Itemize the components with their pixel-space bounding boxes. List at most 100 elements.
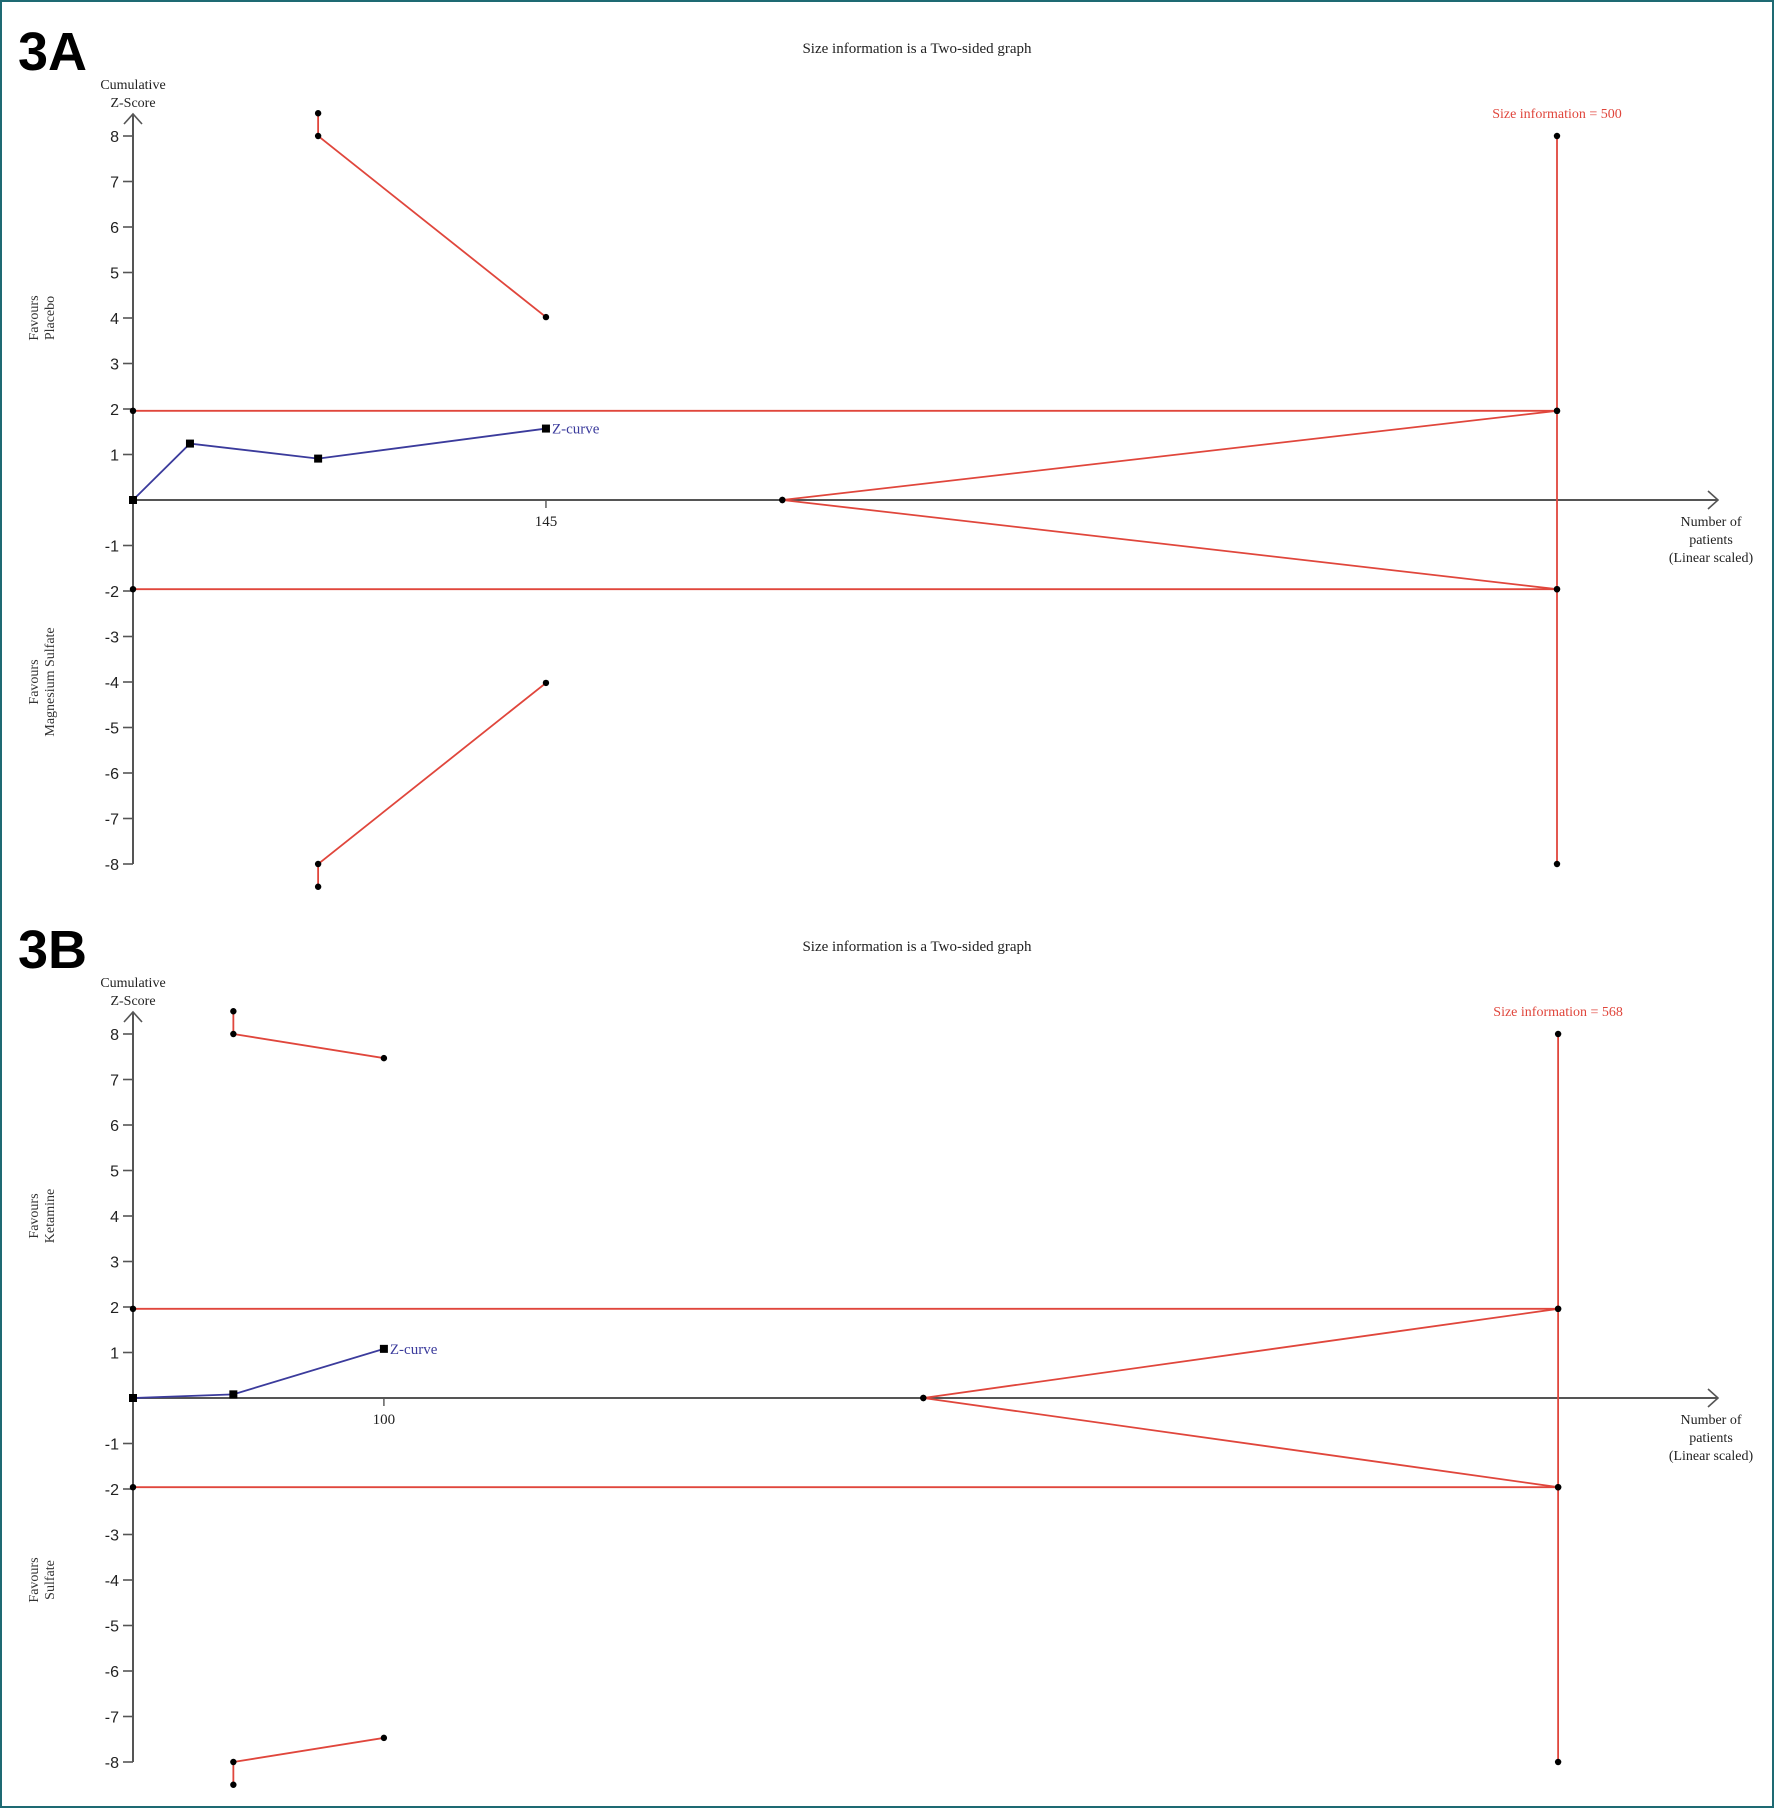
y-tick-label: -2 xyxy=(105,584,119,601)
y-tick-label: 4 xyxy=(110,1209,119,1226)
conventional-boundary-marker xyxy=(129,407,137,415)
y-tick-label: -5 xyxy=(105,721,119,738)
boundary-line-1 xyxy=(232,1011,385,1060)
x-tick-label: 145 xyxy=(535,514,558,530)
y-tick-label: -8 xyxy=(105,857,119,874)
favours-top-label: Ketamine xyxy=(43,1189,58,1243)
x-axis-title: (Linear scaled) xyxy=(1669,1449,1754,1464)
y-tick-label: 1 xyxy=(110,448,119,465)
boundary-line-3 xyxy=(782,409,1558,501)
y-tick-label: -7 xyxy=(105,812,119,829)
y-tick-label: 6 xyxy=(110,220,119,237)
z-curve-label: Z-curve xyxy=(552,422,600,438)
x-axis-title: patients xyxy=(1689,533,1733,548)
z-curve-point xyxy=(129,1394,137,1402)
x-axis-title: (Linear scaled) xyxy=(1669,551,1754,566)
y-tick-label: 8 xyxy=(110,129,119,146)
conventional-boundary-marker xyxy=(129,1483,137,1491)
boundary-line-4 xyxy=(782,499,1558,591)
y-tick-label: 5 xyxy=(110,266,119,283)
x-axis-arrow xyxy=(1707,1388,1720,1408)
panel-label: 3B xyxy=(18,920,87,980)
boundary-line-3 xyxy=(923,1307,1559,1399)
chart-title: Size information is a Two-sided graph xyxy=(802,939,1032,955)
y-tick-label: -4 xyxy=(105,675,119,692)
z-curve-point xyxy=(314,454,323,463)
chart-title: Size information is a Two-sided graph xyxy=(802,41,1032,57)
y-tick-label: -3 xyxy=(105,630,119,647)
z-curve-point xyxy=(129,496,137,504)
favours-bottom-label: Magnesium Sulfate xyxy=(43,627,58,736)
boundary-point xyxy=(314,132,322,140)
y-tick-label: 7 xyxy=(110,175,119,192)
boundary-point xyxy=(1553,585,1561,593)
favours-top-label: Favours xyxy=(27,295,42,340)
ris-marker xyxy=(1553,132,1561,140)
panel-label: 3A xyxy=(18,22,87,82)
y-tick-label: 2 xyxy=(110,402,119,419)
boundary-point xyxy=(380,1734,388,1742)
y-tick-label: 4 xyxy=(110,311,119,328)
x-tick-label: 100 xyxy=(373,1412,396,1428)
y-tick-label: 6 xyxy=(110,1118,119,1135)
boundary-point xyxy=(230,1758,237,1766)
y-tick-label: -1 xyxy=(105,1437,119,1454)
y-tick-label: -3 xyxy=(105,1528,119,1545)
z-curve-point xyxy=(185,439,194,448)
z-curve-label: Z-curve xyxy=(390,1342,438,1358)
x-axis-arrow xyxy=(1707,490,1720,510)
y-tick-label: -6 xyxy=(105,1664,119,1681)
z-curve-line xyxy=(132,1347,385,1399)
boundary-point xyxy=(920,1394,927,1402)
y-tick-label: -5 xyxy=(105,1619,119,1636)
z-curve-point xyxy=(229,1390,238,1399)
y-tick-label: -6 xyxy=(105,766,119,783)
boundary-line-1 xyxy=(317,113,547,318)
boundary-point xyxy=(1554,1483,1562,1491)
boundary-point xyxy=(230,1030,237,1038)
boundary-line-4 xyxy=(923,1397,1559,1489)
boundary-point xyxy=(542,313,550,321)
ris-marker xyxy=(1554,1030,1562,1038)
favours-bottom-label: Favours xyxy=(27,1557,42,1602)
boundary-point xyxy=(314,860,322,868)
boundary-point xyxy=(1553,407,1561,415)
boundary-point xyxy=(542,679,550,687)
y-tick-label: -1 xyxy=(105,539,119,556)
boundary-point xyxy=(380,1054,388,1062)
x-axis-title: Number of xyxy=(1680,1413,1741,1428)
favours-bottom-label: Favours xyxy=(27,659,42,704)
x-axis-title: patients xyxy=(1689,1431,1733,1446)
y-tick-label: 8 xyxy=(110,1027,119,1044)
boundary-line-2 xyxy=(317,682,547,887)
y-tick-label: 3 xyxy=(110,1255,119,1272)
x-axis-title: Number of xyxy=(1680,515,1741,530)
boundary-point xyxy=(314,883,322,890)
y-tick-label: -2 xyxy=(105,1482,119,1499)
y-axis-title: Cumulative xyxy=(100,976,165,991)
boundary-point xyxy=(230,1008,237,1015)
conventional-boundary-marker xyxy=(129,1305,137,1313)
boundary-point xyxy=(314,110,322,117)
y-tick-label: 3 xyxy=(110,357,119,374)
favours-bottom-label: Sulfate xyxy=(43,1560,58,1600)
conventional-boundary-marker xyxy=(129,585,137,593)
boundary-point xyxy=(779,496,786,504)
y-tick-label: 2 xyxy=(110,1300,119,1317)
boundary-line-2 xyxy=(232,1736,385,1785)
y-tick-label: -7 xyxy=(105,1710,119,1727)
y-axis-arrow xyxy=(123,1010,143,1023)
y-tick-label: -4 xyxy=(105,1573,119,1590)
y-tick-label: 1 xyxy=(110,1346,119,1363)
favours-top-label: Placebo xyxy=(43,296,58,340)
z-curve-line xyxy=(132,427,547,501)
boundary-point xyxy=(1554,1305,1562,1313)
ris-marker xyxy=(1554,1758,1562,1766)
z-curve-point xyxy=(541,424,550,433)
y-axis-arrow xyxy=(123,112,143,125)
boundary-point xyxy=(230,1781,237,1788)
y-axis-title: Cumulative xyxy=(100,78,165,93)
y-tick-label: 7 xyxy=(110,1073,119,1090)
